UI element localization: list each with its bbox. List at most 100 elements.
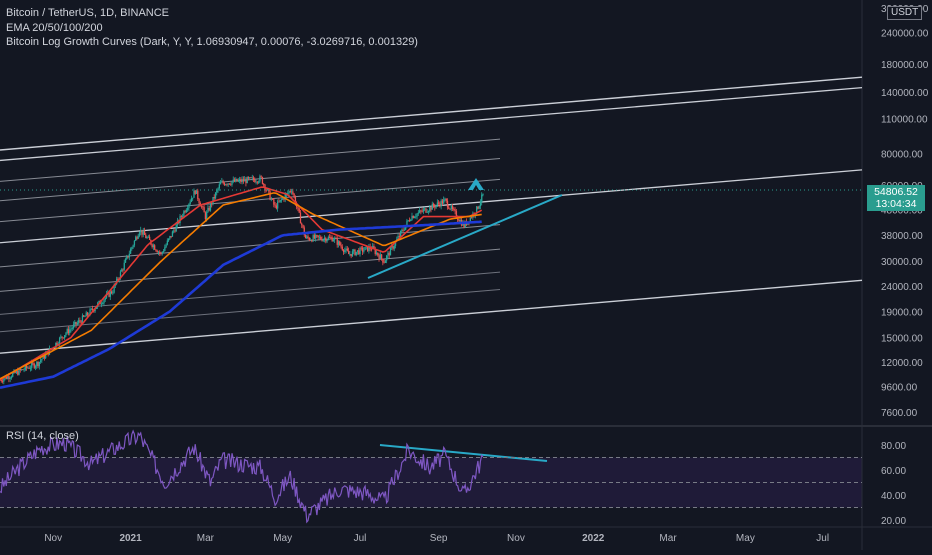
rsi-legend[interactable]: RSI (14, close): [6, 430, 79, 442]
candle-body: [389, 247, 392, 256]
candle-body: [292, 191, 294, 194]
candle-body: [124, 259, 127, 263]
candle-body: [374, 248, 376, 254]
candle-body: [368, 246, 370, 252]
candle-body: [477, 206, 479, 209]
candle-body: [265, 189, 267, 191]
candle-body: [155, 249, 157, 251]
candle-body: [219, 181, 222, 185]
time-tick-label: Nov: [44, 533, 62, 544]
candle-body: [375, 252, 378, 254]
candle-body: [141, 229, 143, 235]
candle-body: [228, 183, 231, 185]
candle-body: [165, 244, 167, 248]
candle-body: [453, 209, 455, 210]
candle-body: [399, 230, 402, 237]
candle-body: [241, 179, 243, 182]
candle-body: [193, 190, 195, 198]
time-tick-label: Jul: [354, 533, 367, 544]
candle-body: [69, 329, 71, 334]
rsi-tick-label: 20.00: [881, 516, 906, 527]
candle-body: [226, 184, 228, 186]
candle-body: [232, 179, 234, 182]
candle-body: [413, 216, 416, 219]
candle-body: [356, 250, 359, 252]
candle-body: [34, 365, 37, 368]
candle-body: [387, 252, 389, 256]
candle-body: [302, 224, 304, 228]
growth-curve-line: [0, 76, 863, 151]
candle-body: [217, 188, 219, 191]
candle-body: [353, 249, 355, 252]
ema-legend[interactable]: EMA 20/50/100/200: [6, 22, 103, 34]
candle-body: [270, 198, 272, 200]
candle-body: [189, 201, 191, 205]
candle-body: [110, 291, 113, 294]
candle-body: [18, 368, 20, 375]
candle-body: [79, 320, 81, 322]
candle-body: [109, 291, 111, 297]
growth-curve-line: [0, 224, 501, 268]
candle-body: [367, 246, 369, 252]
candle-body: [195, 190, 198, 194]
candle-body: [282, 198, 284, 200]
candle-body: [392, 246, 394, 249]
candle-body: [19, 368, 21, 371]
candle-body: [119, 271, 122, 279]
candle-body: [164, 247, 166, 252]
candle-body: [348, 250, 350, 255]
candle-body: [288, 191, 290, 193]
candle-body: [294, 196, 297, 205]
candle-body: [216, 190, 218, 193]
currency-badge[interactable]: USDT: [887, 6, 923, 20]
price-tick-label: 15000.00: [881, 333, 923, 344]
candle-body: [328, 237, 331, 238]
rsi-tick-label: 40.00: [881, 491, 906, 502]
candle-body: [72, 324, 75, 328]
candle-body: [339, 241, 341, 246]
candle-body: [318, 236, 321, 238]
candle-body: [62, 337, 65, 339]
candle-body: [145, 234, 147, 239]
candle-body: [379, 254, 381, 259]
candle-body: [407, 220, 409, 222]
candle-body: [316, 234, 318, 236]
candle-body: [459, 219, 461, 222]
candle-body: [449, 208, 451, 210]
candle-body: [67, 329, 70, 334]
candle-body: [260, 176, 262, 178]
candle-body: [323, 238, 326, 240]
price-tick-label: 24000.00: [881, 282, 923, 293]
candle-body: [161, 252, 163, 254]
price-tick-label: 80000.00: [881, 149, 923, 160]
candle-body: [430, 206, 432, 210]
candle-body: [304, 235, 307, 239]
candle-body: [482, 193, 484, 195]
candle-body: [298, 208, 300, 213]
candle-body: [56, 342, 58, 345]
candle-body: [15, 370, 18, 373]
candle-body: [443, 199, 445, 204]
candle-body: [203, 207, 205, 213]
candle-body: [133, 240, 136, 246]
candle-body: [249, 177, 251, 179]
candle-body: [306, 236, 308, 239]
candle-body: [31, 362, 33, 368]
candle-body: [250, 177, 252, 179]
candle-body: [429, 206, 431, 212]
candle-body: [1, 381, 4, 382]
growth-curves-legend[interactable]: Bitcoin Log Growth Curves (Dark, Y, Y, 1…: [6, 36, 418, 48]
candle-body: [313, 235, 316, 239]
candle-body: [434, 206, 436, 208]
candle-body: [345, 248, 347, 251]
candle-body: [32, 362, 34, 364]
candle-body: [334, 237, 336, 240]
candle-body: [197, 190, 199, 199]
symbol-legend[interactable]: Bitcoin / TetherUS, 1D, BINANCE: [6, 7, 170, 19]
candle-body: [200, 206, 203, 208]
candle-body: [383, 262, 385, 264]
candle-body: [204, 212, 207, 220]
candle-body: [277, 201, 279, 209]
candle-body: [71, 327, 73, 329]
